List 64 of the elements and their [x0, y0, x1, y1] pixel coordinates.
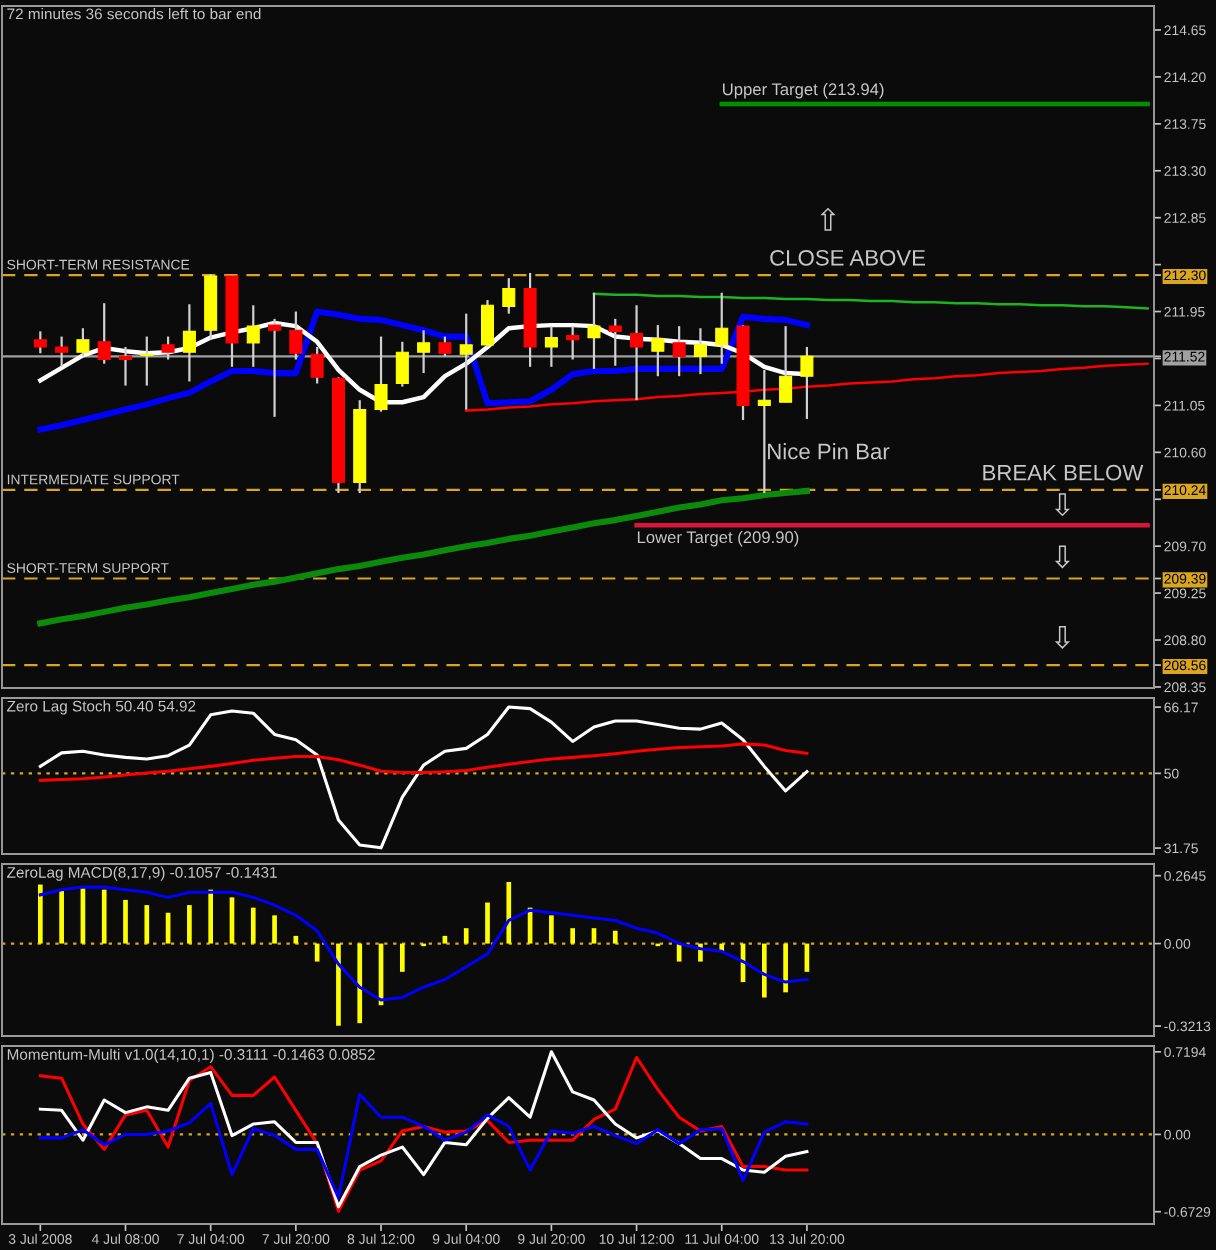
series-label: Upper Target (213.94) [723, 82, 884, 99]
bar [101, 889, 107, 944]
candlestick [438, 335, 452, 358]
annotation: Nice Pin Bar [768, 443, 890, 460]
candlestick [480, 298, 495, 349]
candlestick [693, 327, 707, 376]
line-series [38, 885, 809, 1002]
bar [549, 915, 554, 944]
candlestick [608, 317, 622, 367]
candlestick [779, 325, 793, 404]
bar [399, 943, 405, 972]
candlestick [587, 291, 601, 371]
series-label: Lower Target (209.90) [637, 530, 799, 547]
candlestick [246, 304, 260, 368]
candlestick [310, 345, 324, 385]
candlestick [97, 302, 111, 365]
line-series [37, 308, 810, 433]
candlestick [140, 335, 154, 387]
candlestick [395, 340, 409, 388]
candlestick [118, 345, 133, 387]
bar [612, 930, 618, 944]
annotation: ⇩ [1054, 545, 1070, 569]
candlestick [289, 310, 303, 361]
candlestick [55, 335, 69, 368]
bar [37, 884, 43, 944]
candlestick [502, 277, 516, 315]
candlestick [161, 335, 175, 361]
candlestick [566, 325, 580, 361]
bar [485, 902, 490, 944]
bar [208, 889, 214, 944]
bar [59, 889, 64, 944]
bar [250, 907, 256, 944]
bar [187, 905, 192, 944]
bar [506, 881, 512, 944]
candlestick [757, 368, 771, 495]
annotation: ⇩ [1054, 625, 1070, 649]
bar [783, 943, 788, 993]
candlestick [33, 330, 47, 355]
candlestick [76, 327, 90, 358]
annotation: ⇧ [820, 207, 836, 231]
bar [761, 943, 767, 998]
annotation: ⇩ [1054, 493, 1070, 517]
candlestick [544, 325, 558, 368]
line-series [592, 292, 1149, 310]
candlestick [459, 312, 473, 411]
candlestick [800, 345, 814, 421]
candlestick [268, 317, 282, 418]
bar [144, 905, 150, 944]
candlestick [715, 291, 729, 365]
candlestick [417, 329, 431, 375]
bar [123, 899, 128, 944]
annotation: CLOSE ABOVE [770, 249, 926, 266]
candlestick [672, 325, 686, 378]
bar [570, 928, 576, 944]
line-series [38, 742, 809, 782]
bar [272, 915, 277, 944]
bar [336, 943, 341, 1026]
candlestick [182, 303, 196, 383]
candlestick [651, 323, 665, 378]
bar [357, 943, 363, 1024]
annotation: BREAK BELOW [983, 464, 1144, 481]
bar [463, 928, 469, 944]
line-series [38, 1092, 809, 1200]
candlestick [374, 335, 388, 413]
